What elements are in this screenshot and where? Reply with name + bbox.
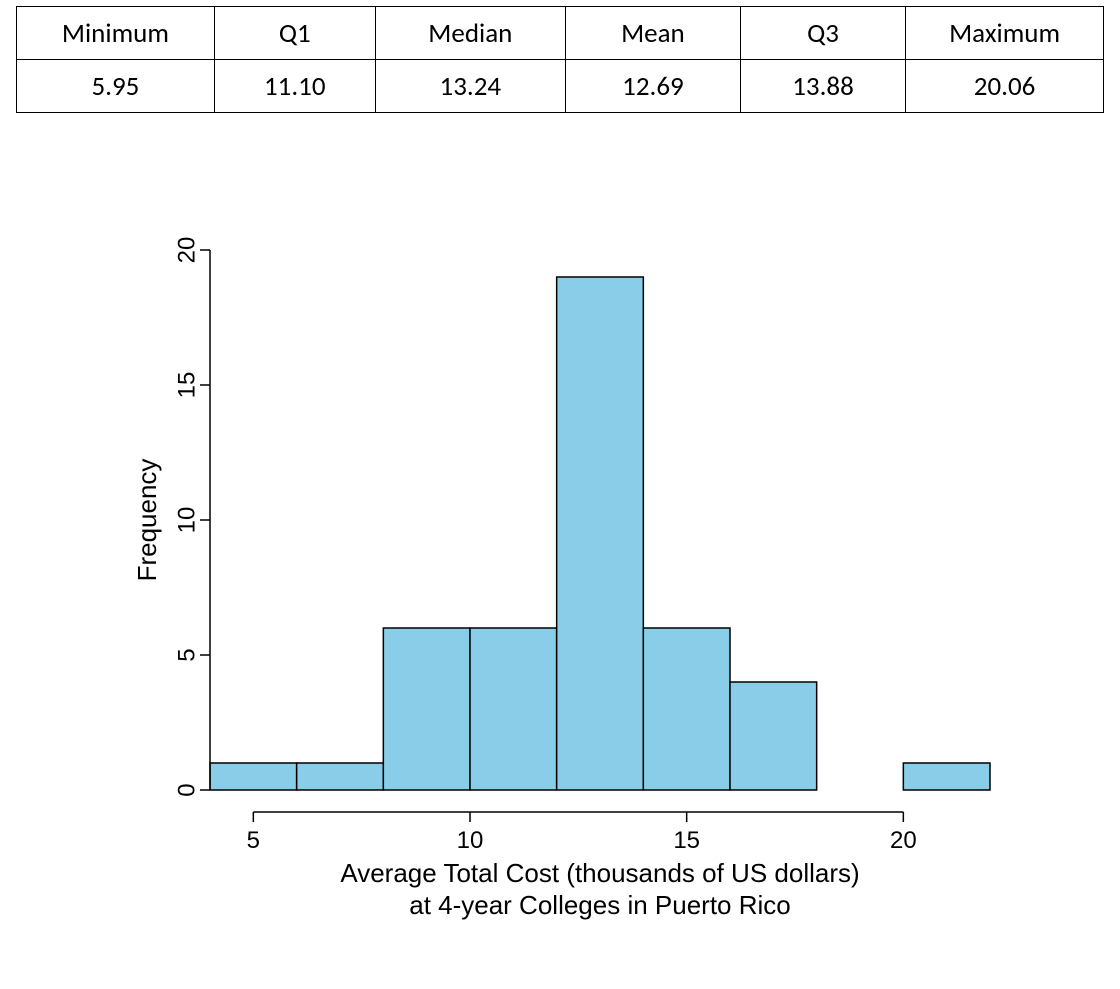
- histogram-bar: [557, 277, 644, 790]
- histogram-bar: [297, 763, 384, 790]
- histogram-bar: [210, 763, 297, 790]
- col-header: Maximum: [906, 7, 1104, 60]
- table-values-row: 5.95 11.10 13.24 12.69 13.88 20.06: [17, 60, 1104, 113]
- col-value: 13.88: [740, 60, 905, 113]
- x-tick-label: 10: [457, 827, 484, 854]
- x-tick-label: 20: [890, 827, 917, 854]
- histogram-bar: [470, 628, 557, 790]
- table-header-row: Minimum Q1 Median Mean Q3 Maximum: [17, 7, 1104, 60]
- col-header: Q3: [740, 7, 905, 60]
- summary-stats-table: Minimum Q1 Median Mean Q3 Maximum 5.95 1…: [16, 6, 1104, 113]
- y-tick-label: 0: [173, 783, 200, 796]
- histogram-chart: 0 5 10 15 20 5 10 15 20 Frequency Average Total Co…: [130, 230, 1030, 950]
- col-header: Minimum: [17, 7, 215, 60]
- histogram-svg: 0 5 10 15 20 5 10 15 20 Frequency Average Total Co…: [130, 230, 1030, 950]
- y-axis-label: Frequency: [132, 459, 162, 582]
- y-tick-label: 10: [173, 507, 200, 534]
- col-value: 5.95: [17, 60, 215, 113]
- x-axis-label-line2: at 4-year Colleges in Puerto Rico: [409, 890, 791, 920]
- histogram-bar: [903, 763, 990, 790]
- col-value: 20.06: [906, 60, 1104, 113]
- histogram-bar: [383, 628, 470, 790]
- histogram-bar: [730, 682, 817, 790]
- col-value: 11.10: [214, 60, 375, 113]
- col-value: 13.24: [375, 60, 565, 113]
- y-tick-label: 15: [173, 372, 200, 399]
- y-tick-label: 5: [173, 648, 200, 661]
- x-axis-label-line1: Average Total Cost (thousands of US doll…: [340, 858, 859, 888]
- x-tick-label: 15: [673, 827, 700, 854]
- col-header: Mean: [565, 7, 740, 60]
- col-header: Q1: [214, 7, 375, 60]
- col-value: 12.69: [565, 60, 740, 113]
- x-tick-label: 5: [247, 827, 260, 854]
- y-tick-label: 20: [173, 237, 200, 264]
- col-header: Median: [375, 7, 565, 60]
- histogram-bar: [643, 628, 730, 790]
